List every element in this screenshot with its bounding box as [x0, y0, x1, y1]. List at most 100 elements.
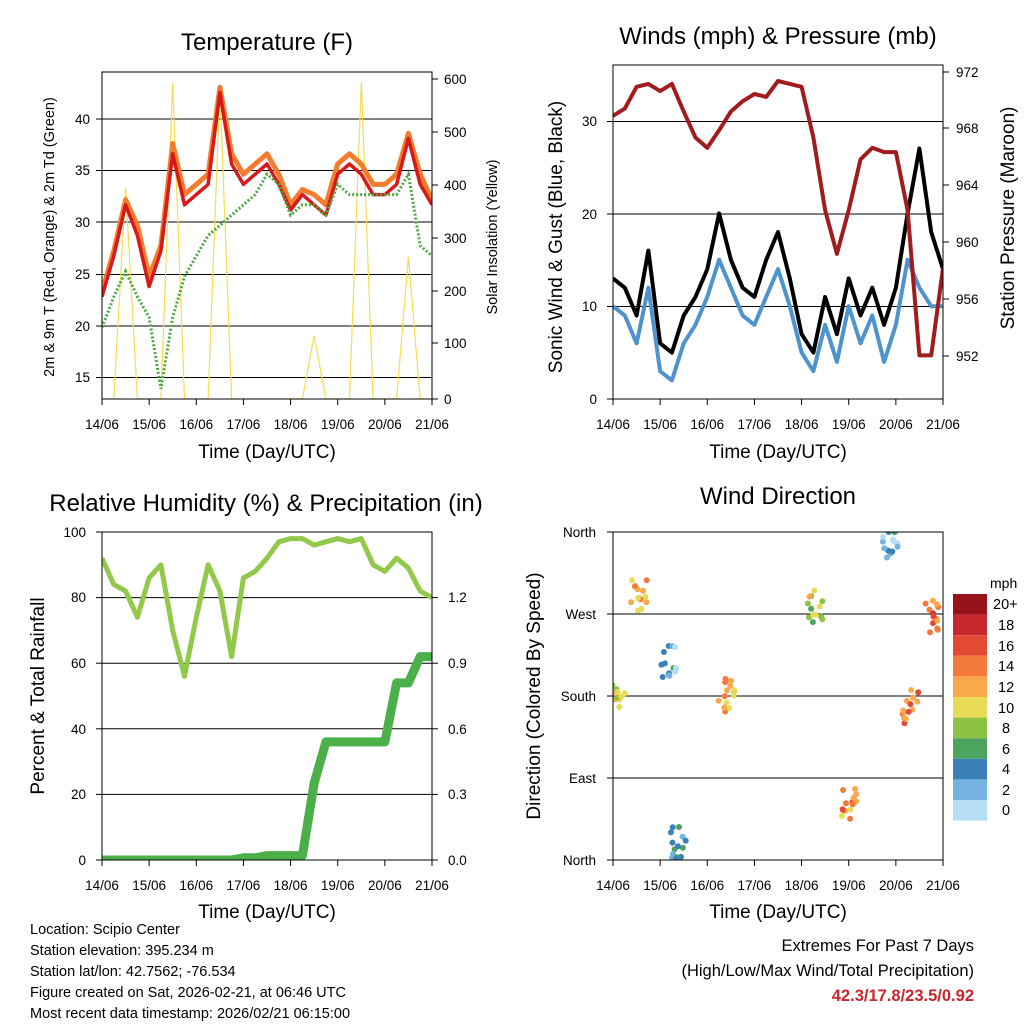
- direction-point: [930, 613, 937, 620]
- direction-point: [727, 677, 734, 684]
- winds-plot-frame: [612, 64, 944, 400]
- direction-point: [715, 697, 722, 704]
- speed-colorbar: mph 20+ 18 16 14 12 10 8 6 4 2 0: [953, 575, 1018, 821]
- temperature-title: Temperature (F): [181, 29, 353, 56]
- wind-ytick: 10: [582, 299, 597, 314]
- direction-point: [679, 833, 686, 840]
- rh-ytick: 60: [71, 656, 86, 671]
- winds-gridlines: [613, 121, 943, 307]
- xtick-label: 19/06: [832, 417, 866, 432]
- temperature-ytick: 30: [75, 215, 90, 230]
- xtick-label: 16/06: [179, 417, 213, 432]
- xtick-label: 20/06: [368, 878, 402, 893]
- direction-point: [804, 600, 811, 607]
- rh-ytick: 0: [78, 853, 86, 868]
- xtick-label: 17/06: [227, 417, 261, 432]
- extremes-block: Extremes For Past 7 Days (High/Low/Max W…: [681, 934, 974, 1009]
- rh-ytick: 20: [71, 787, 86, 802]
- direction-left-ticks: North East South West North: [561, 525, 597, 868]
- colorbar-cell: [953, 655, 987, 677]
- figure-created: Figure created on Sat, 2026-02-21, at 06…: [30, 985, 346, 1001]
- direction-point: [669, 824, 676, 831]
- colorbar-label: 14: [998, 659, 1014, 675]
- direction-point: [819, 598, 826, 605]
- precip-ytick: 0.0: [448, 853, 467, 868]
- temperature-left-ticks: 15 20 25 30 35 40: [75, 112, 90, 385]
- xtick-label: 17/06: [738, 878, 772, 893]
- colorbar-label: 4: [1002, 762, 1010, 778]
- direction-point: [894, 543, 901, 550]
- solar-ytick: 200: [444, 284, 467, 299]
- direction-point: [849, 801, 856, 808]
- direction-point: [723, 699, 730, 706]
- winds-xlabel: Time (Day/UTC): [709, 442, 847, 463]
- direction-point: [672, 855, 679, 860]
- direction-point: [843, 800, 849, 807]
- direction-point: [606, 672, 612, 678]
- rh-ytick: 40: [71, 722, 86, 737]
- direction-point: [847, 815, 854, 822]
- xtick-label: 15/06: [132, 878, 166, 893]
- direction-point: [891, 532, 897, 535]
- station-pressure-line: [613, 79, 943, 358]
- direction-ytick: West: [565, 607, 596, 622]
- direction-point: [840, 787, 847, 793]
- temperature-ytick: 25: [75, 267, 90, 282]
- precip-ytick: 1.2: [448, 590, 467, 605]
- direction-point: [727, 682, 734, 689]
- humidity-panel: Relative Humidity (%) & Precipitation (i…: [28, 490, 483, 923]
- solar-insolation-line: [102, 82, 432, 399]
- direction-point: [926, 606, 933, 613]
- xtick-label: 18/06: [274, 417, 308, 432]
- xtick-label: 14/06: [596, 878, 630, 893]
- winds-title: Winds (mph) & Pressure (mb): [619, 23, 936, 50]
- direction-point: [629, 577, 635, 584]
- xtick-label: 15/06: [643, 417, 677, 432]
- xtick-label: 18/06: [274, 878, 308, 893]
- extremes-subtitle: (High/Low/Max Wind/Total Precipitation): [681, 962, 974, 980]
- direction-point: [881, 545, 888, 552]
- precip-ytick: 0.6: [448, 722, 467, 737]
- pressure-ytick: 952: [956, 349, 979, 364]
- direction-point: [806, 593, 813, 600]
- colorbar-cell: [953, 635, 987, 656]
- colorbar-title: mph: [990, 575, 1017, 591]
- direction-point: [819, 616, 826, 623]
- direction-point: [660, 649, 667, 655]
- pressure-ytick: 960: [956, 235, 979, 250]
- station-info: Location: Scipio Center Station elevatio…: [30, 920, 350, 1025]
- humidity-left-ticks: 0 20 40 60 80 100: [63, 525, 86, 868]
- temperature-panel: Temperature (F) 15 20 25 30 35 40: [42, 29, 501, 463]
- colorbar-cell: [953, 676, 987, 697]
- direction-point: [669, 839, 676, 846]
- direction-point: [915, 689, 922, 696]
- gust-line: [613, 146, 943, 355]
- precip-ytick: 0.3: [448, 787, 467, 802]
- xtick-label: 20/06: [879, 417, 913, 432]
- direction-point: [883, 554, 890, 561]
- wind-ytick: 30: [582, 114, 597, 129]
- dewpoint-2m-line: [102, 169, 432, 390]
- direction-point: [879, 538, 886, 545]
- direction-gridlines: [613, 613, 943, 779]
- direction-point: [643, 577, 650, 584]
- xtick-label: 15/06: [643, 878, 677, 893]
- humidity-plot-frame: [101, 531, 433, 861]
- relative-humidity-line: [102, 536, 432, 679]
- direction-point: [722, 679, 729, 686]
- temperature-9m-line: [102, 84, 432, 293]
- colorbar-cell: [953, 779, 987, 800]
- colorbar-label: 20+: [993, 597, 1018, 613]
- colorbar-labels: 20+ 18 16 14 12 10 8 6 4 2 0: [993, 597, 1018, 819]
- xtick-label: 14/06: [85, 417, 119, 432]
- total-precipitation-line: [102, 652, 432, 860]
- pressure-ytick: 964: [956, 178, 979, 193]
- direction-point: [682, 837, 689, 844]
- station-elevation: Station elevation: 395.234 m: [30, 943, 214, 959]
- direction-point: [659, 674, 666, 680]
- direction-point: [811, 587, 818, 594]
- direction-point: [933, 601, 940, 608]
- direction-point: [816, 603, 823, 610]
- solar-ytick: 500: [444, 125, 467, 140]
